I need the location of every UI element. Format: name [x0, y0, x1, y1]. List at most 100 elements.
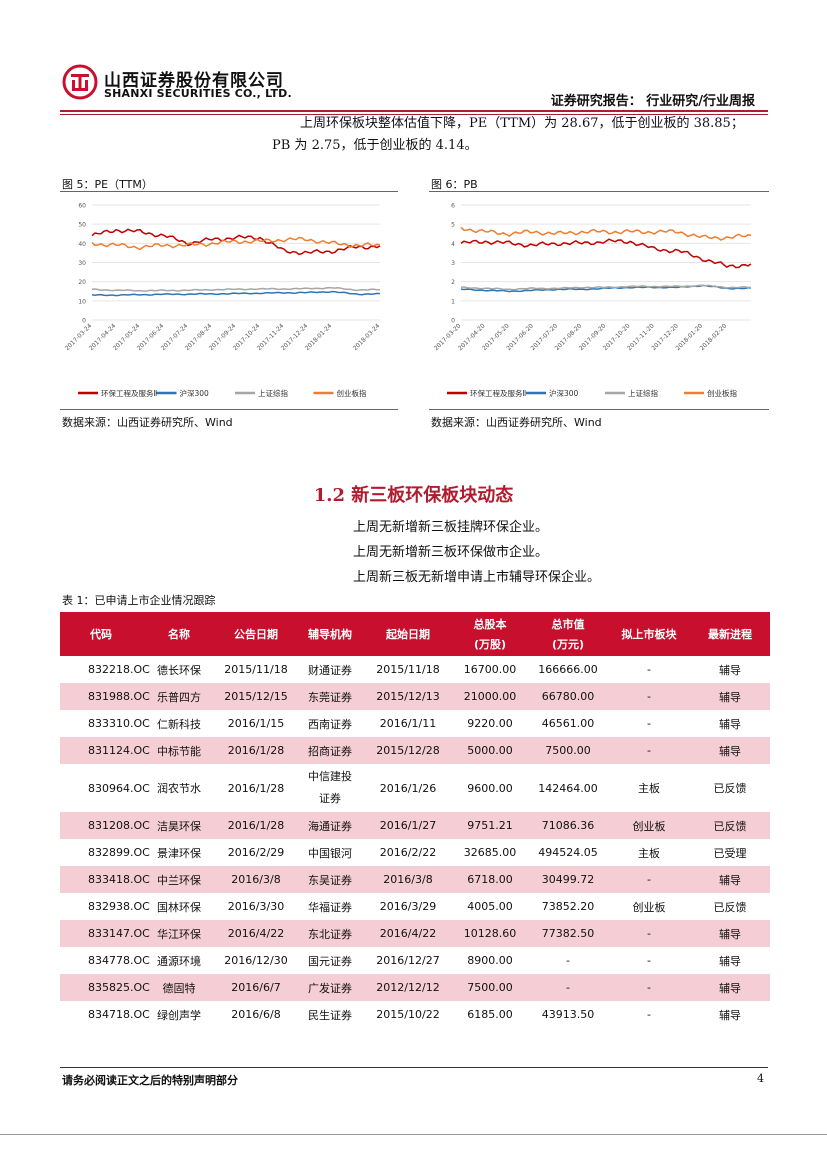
table-cell: 2016/12/27 [376, 954, 440, 967]
table-cell: 6185.00 [467, 1008, 513, 1021]
table-cell: 已反馈 [713, 900, 747, 914]
table-cell: 10128.60 [452, 920, 528, 947]
table-cell: 43913.50 [541, 1008, 595, 1021]
table-cell: 2016/1/28 [227, 781, 285, 795]
table-cell: 66780.00 [528, 683, 608, 710]
table-header-label: 辅导机构 [308, 628, 352, 641]
figure-5-caption-line [60, 191, 398, 192]
table-cell: 2016/12/30 [224, 954, 288, 967]
table-cell: 东莞证券 [296, 683, 364, 710]
table-cell: 辅导 [719, 663, 741, 677]
section-bullet: 上周无新增新三板环保做市企业。 [353, 545, 549, 560]
table-cell: 辅导 [719, 1008, 741, 1022]
figure-5-caption: 图 5：PE（TTM） [62, 178, 153, 191]
table-row: 833310.OC 仁新科技 2016/1/15 西南证券 2016/1/11 9220.… [60, 710, 770, 737]
footer-disclaimer: 请务必阅读正文之后的特别声明部分 [62, 1074, 238, 1087]
table-header-cell: 总市值 (万元) [528, 612, 608, 656]
table-cell: 已受理 [713, 846, 747, 860]
table-header-cell: 名称 [142, 612, 216, 656]
y-tick-label: 20 [78, 279, 86, 286]
legend-label: 沪深300 [549, 388, 579, 398]
figure-6-caption-line [429, 191, 769, 192]
table-row: 835825.OC 德固特 2016/6/7 广发证券 2012/12/12 7500.0… [60, 974, 770, 1001]
y-tick-label: 1 [451, 298, 455, 305]
table-cell: 绿创声学 [157, 1008, 201, 1022]
table-cell: 2016/3/30 [227, 900, 285, 913]
y-tick-label: 10 [78, 298, 86, 305]
table-cell: 833310.OC [88, 717, 150, 730]
table-cell: 834778.OC [88, 954, 150, 967]
page-number: 4 [757, 1072, 764, 1085]
table-cell: - [528, 974, 608, 1001]
table-cell: 9751.21 [452, 812, 528, 839]
ipo-tracking-table: 代码 名称 公告日期 辅导机构 起始日期 总股本 (万股) 总市值 (万元) 拟上市板块 最新进程 … [60, 612, 770, 1028]
table-cell: 创业板 [632, 900, 666, 914]
table-cell: 德长环保 [157, 663, 201, 677]
table-cell: 2015/11/18 [224, 663, 288, 676]
table-cell: 5000.00 [452, 737, 528, 764]
table-cell: 2016/6/7 [216, 974, 296, 1001]
table-cell: 2015/10/22 [376, 1008, 440, 1021]
table-cell: 2015/11/18 [376, 663, 440, 676]
table-header-unit: (万股) [473, 638, 507, 651]
table-cell: 2015/12/15 [216, 683, 296, 710]
table-cell: 6718.00 [452, 866, 528, 893]
series-line [460, 238, 752, 269]
series-line [460, 226, 752, 241]
figure-5-source-line [60, 409, 398, 410]
table-cell: 835825.OC [60, 974, 150, 1001]
table-cell: 中信建投 证券 [308, 770, 352, 805]
table-cell: - [608, 920, 690, 947]
legend-label: 沪深300 [180, 388, 210, 398]
table-cell: 831208.OC [60, 812, 150, 839]
header-divider [60, 110, 768, 112]
table-cell: 71086.36 [528, 812, 608, 839]
table-cell: 833147.OC [60, 920, 150, 947]
table-cell: 7500.00 [452, 974, 528, 1001]
table-header-label: 最新进程 [708, 628, 752, 641]
table-header-label: 代码 [90, 628, 112, 641]
table-cell: 2016/3/8 [364, 866, 452, 893]
table-cell: 辅导 [719, 717, 741, 731]
table-cell: 494524.05 [538, 846, 598, 859]
table-header-label: 公告日期 [234, 628, 278, 641]
y-tick-label: 4 [451, 241, 455, 248]
series-line [460, 284, 752, 293]
table-header-unit: (万元) [551, 638, 585, 651]
table-cell: - [647, 663, 651, 676]
table-cell: 辅导 [690, 866, 770, 893]
table-row: 831988.OC 乐普四方 2015/12/15 东莞证券 2015/12/13 210… [60, 683, 770, 710]
table-header-label: 总股本 [473, 618, 507, 631]
pe-ttm-chart: 01020304050602017-03-242017-04-242017-05… [64, 203, 382, 399]
table-cell: - [566, 954, 570, 967]
table-cell: 辅导 [690, 737, 770, 764]
y-tick-label: 30 [78, 260, 86, 267]
legend-label: 环保工程及服务Ⅱ [470, 388, 526, 398]
table-cell: 2016/2/22 [379, 846, 437, 859]
table-cell: 21000.00 [452, 683, 528, 710]
y-tick-label: 40 [78, 241, 86, 248]
table-row: 834718.OC 绿创声学 2016/6/8 民生证券 2015/10/22 6185.… [60, 1001, 770, 1028]
company-logo-icon [62, 64, 98, 100]
table-cell: 已反馈 [713, 782, 747, 795]
table-cell: 2016/1/26 [379, 781, 437, 795]
table-cell: 832218.OC [88, 663, 150, 676]
table-cell: 华江环保 [142, 920, 216, 947]
table-row: 833147.OC 华江环保 2016/4/22 东北证券 2016/4/22 10128… [60, 920, 770, 947]
table-cell: 4005.00 [467, 900, 513, 913]
table-cell: - [608, 866, 690, 893]
table-header-cell: 起始日期 [364, 612, 452, 656]
table-cell: - [647, 954, 651, 967]
table-cell: 834718.OC [88, 1008, 150, 1021]
table-cell: 2016/1/15 [227, 717, 285, 730]
series-line [460, 284, 752, 291]
series-line [91, 290, 381, 297]
table-cell: 海通证券 [296, 812, 364, 839]
table-cell: 洁昊环保 [142, 812, 216, 839]
table-cell: 73852.20 [541, 900, 595, 913]
legend-label: 上证综指 [258, 388, 288, 398]
table-cell: 2016/1/28 [216, 737, 296, 764]
table-cell: 2016/1/28 [216, 812, 296, 839]
table-header-cell: 辅导机构 [296, 612, 364, 656]
table-cell: 民生证券 [308, 1008, 352, 1022]
